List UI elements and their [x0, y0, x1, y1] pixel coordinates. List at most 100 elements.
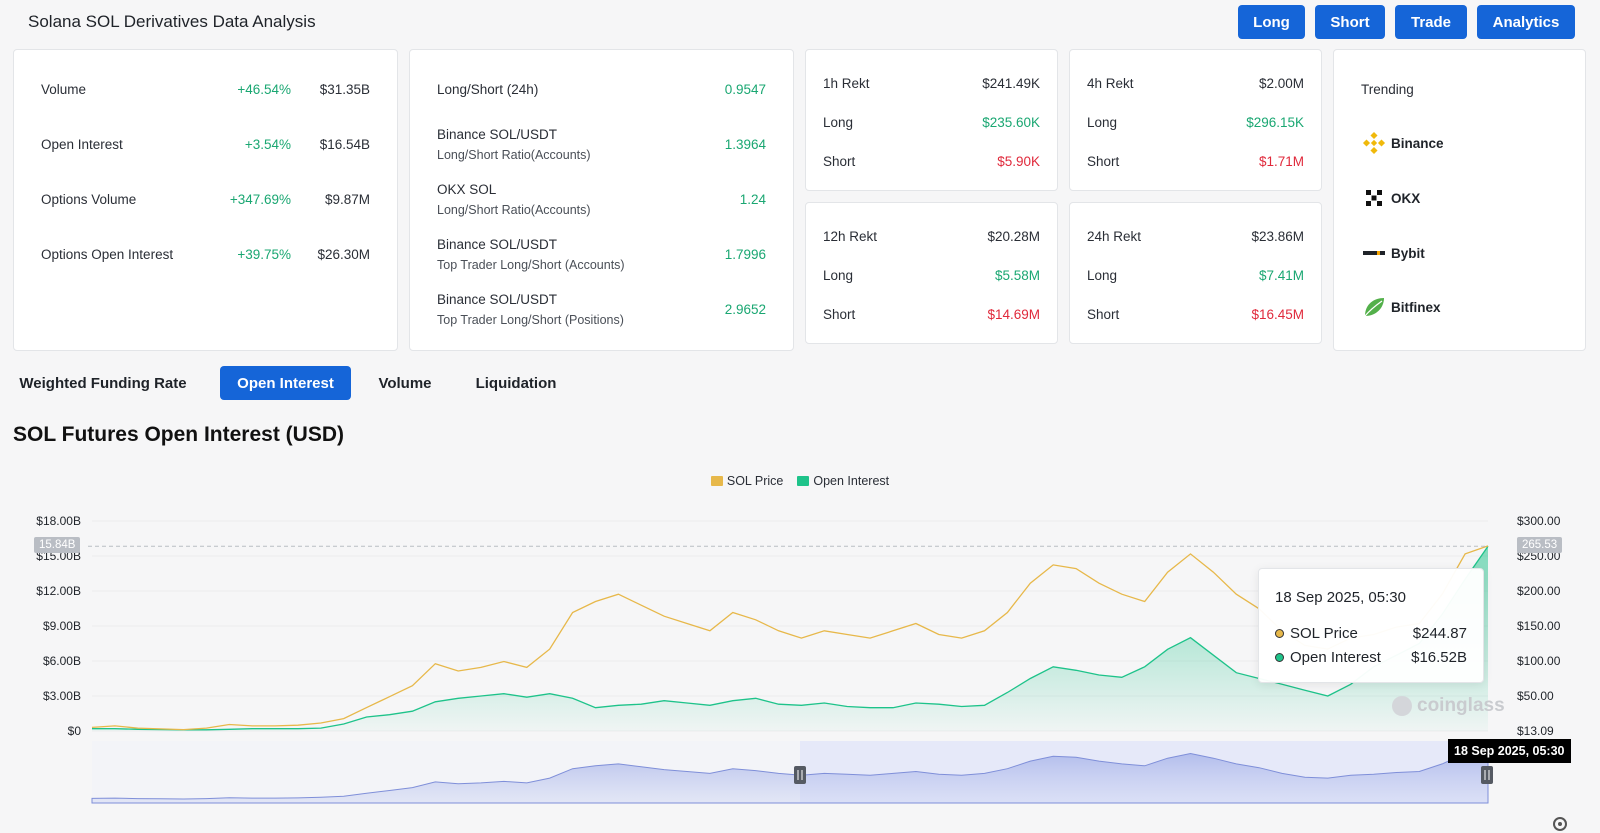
y-right-tick-label: $150.00 [1517, 619, 1561, 633]
rekt-long: $7.41M [1258, 268, 1304, 283]
rekt-card-4h: 4h Rekt $2.00M Long $296.15K Short $1.71M [1069, 49, 1322, 191]
page-title: Solana SOL Derivatives Data Analysis [28, 12, 316, 31]
bybit-icon [1361, 240, 1387, 266]
trending-item-bitfinex[interactable]: Bitfinex [1361, 294, 1441, 320]
rekt-total: $20.28M [987, 229, 1040, 244]
rekt-short-row: Short $16.45M [1087, 307, 1304, 322]
overview-value: $31.35B [319, 82, 370, 97]
ratio-label: Binance SOL/USDT [437, 292, 558, 307]
crosshair-right-value: 265.53 [1517, 537, 1563, 553]
overview-card: Volume +46.54% $31.35B Open Interest +3.… [13, 49, 398, 351]
y-right-tick-label: $50.00 [1517, 689, 1554, 703]
trade-button[interactable]: Trade [1395, 5, 1467, 39]
y-left-tick-label: $3.00B [43, 689, 81, 703]
crosshair-left-value: 15.84B [34, 537, 81, 553]
tab-volume[interactable]: Volume [378, 374, 432, 392]
overview-label: Volume [41, 82, 87, 97]
y-right-tick-label: $13.09 [1517, 724, 1554, 738]
okx-icon [1361, 185, 1387, 211]
chart-legend: SOL Price Open Interest [0, 474, 1600, 488]
trending-item-label: Binance [1391, 135, 1444, 151]
ratio-label: Long/Short (24h) [437, 82, 539, 97]
rekt-short-row: Short $5.90K [823, 154, 1040, 169]
rekt-long-row: Long $296.15K [1087, 115, 1304, 130]
tab-open-interest[interactable]: Open Interest [220, 366, 351, 400]
y-left-tick-label: $9.00B [43, 619, 81, 633]
rekt-short-label: Short [823, 307, 856, 322]
rekt-card-12h: 12h Rekt $20.28M Long $5.58M Short $14.69M [805, 202, 1058, 344]
overview-label: Open Interest [41, 137, 123, 152]
trending-item-label: Bybit [1391, 245, 1425, 261]
coinglass-watermark: coinglass [1392, 695, 1505, 717]
rekt-long-row: Long $235.60K [823, 115, 1040, 130]
overview-change: +3.54% [244, 137, 291, 152]
rekt-total-row: 24h Rekt $23.86M [1087, 229, 1304, 244]
rekt-long: $5.58M [994, 268, 1040, 283]
trending-item-okx[interactable]: OKX [1361, 185, 1420, 211]
navigator-handle-left[interactable] [794, 766, 806, 784]
tooltip-dot-oi [1275, 653, 1284, 662]
rekt-short: $16.45M [1251, 307, 1304, 322]
sol-price-line [91, 545, 1489, 731]
tooltip-row-oi: Open Interest $16.52B [1275, 649, 1467, 666]
tab-weighted-funding-rate[interactable]: Weighted Funding Rate [19, 374, 187, 392]
binance-icon [1361, 130, 1387, 156]
ratio-card: Long/Short (24h) 0.9547 Binance SOL/USDT… [409, 49, 794, 351]
navigator[interactable] [91, 741, 1493, 804]
tab-liquidation[interactable]: Liquidation [475, 374, 557, 392]
rekt-total: $241.49K [982, 76, 1040, 91]
ratio-value: 1.3964 [724, 137, 766, 152]
rekt-long-row: Long $7.41M [1087, 268, 1304, 283]
trending-item-binance[interactable]: Binance [1361, 130, 1444, 156]
open-interest-chart[interactable]: $0$3.00B$6.00B$9.00B$12.00B$15.00B$18.00… [0, 495, 1600, 833]
trending-title: Trending [1361, 82, 1414, 97]
y-right-tick-label: $200.00 [1517, 584, 1561, 598]
tooltip-row-price: SOL Price $244.87 [1275, 625, 1467, 642]
legend-item-open-interest[interactable]: Open Interest [797, 474, 889, 488]
y-right-tick-label: $100.00 [1517, 654, 1561, 668]
y-left-tick-label: $12.00B [36, 584, 81, 598]
overview-value: $26.30M [317, 247, 370, 262]
rekt-short-label: Short [1087, 154, 1120, 169]
rekt-title: 24h Rekt [1087, 229, 1142, 244]
tooltip-value: $16.52B [1411, 649, 1467, 666]
navigator-handle-right[interactable] [1481, 766, 1493, 784]
crosshair-date-tag: 18 Sep 2025, 05:30 [1448, 739, 1571, 763]
rekt-total-row: 12h Rekt $20.28M [823, 229, 1040, 244]
legend-item-sol-price[interactable]: SOL Price [710, 474, 783, 488]
ratio-sublabel: Top Trader Long/Short (Accounts) [437, 258, 625, 272]
rekt-title: 12h Rekt [823, 229, 878, 244]
settings-icon[interactable] [1551, 815, 1569, 833]
open-interest-line [92, 545, 1489, 731]
short-button[interactable]: Short [1315, 5, 1385, 39]
rekt-long-label: Long [823, 115, 854, 130]
rekt-long-label: Long [1087, 268, 1118, 283]
legend-swatch-oi [797, 476, 810, 486]
overview-change: +347.69% [229, 192, 291, 207]
tooltip-date: 18 Sep 2025, 05:30 [1275, 589, 1406, 606]
analytics-button[interactable]: Analytics [1477, 5, 1575, 39]
trending-item-bybit[interactable]: Bybit [1361, 240, 1425, 266]
tooltip-label: SOL Price [1290, 625, 1358, 642]
ratio-sublabel: Long/Short Ratio(Accounts) [437, 148, 591, 162]
ratio-label: Binance SOL/USDT [437, 237, 558, 252]
rekt-long-label: Long [1087, 115, 1118, 130]
watermark-text: coinglass [1417, 695, 1505, 716]
rekt-title: 4h Rekt [1087, 76, 1134, 91]
trending-item-label: OKX [1391, 190, 1421, 206]
rekt-short-label: Short [823, 154, 856, 169]
rekt-short: $14.69M [987, 307, 1040, 322]
chart-tooltip: 18 Sep 2025, 05:30 SOL Price $244.87 Ope… [1258, 568, 1484, 683]
trending-item-label: Bitfinex [1391, 299, 1441, 315]
ratio-value: 0.9547 [724, 82, 766, 97]
overview-label: Options Open Interest [41, 247, 174, 262]
rekt-short-label: Short [1087, 307, 1120, 322]
long-button[interactable]: Long [1238, 5, 1305, 39]
rekt-total: $23.86M [1251, 229, 1304, 244]
ratio-value: 1.7996 [724, 247, 766, 262]
legend-label: Open Interest [813, 474, 890, 488]
overview-label: Options Volume [41, 192, 137, 207]
rekt-total: $2.00M [1258, 76, 1304, 91]
y-right-tick-label: $300.00 [1517, 514, 1561, 528]
y-left-tick-label: $0 [68, 724, 82, 738]
